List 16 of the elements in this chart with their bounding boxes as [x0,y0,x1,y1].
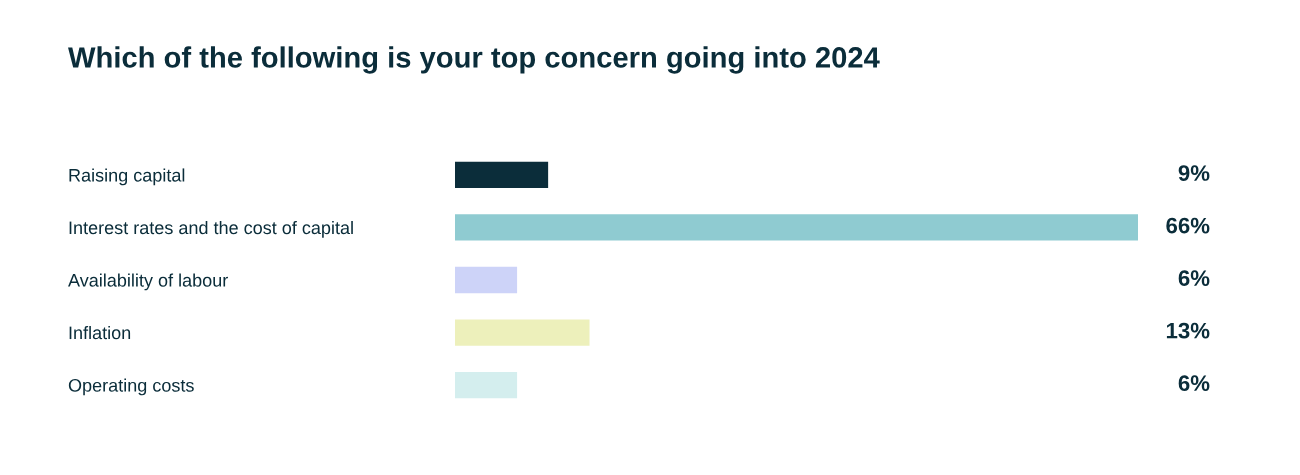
y-tick-label: Interest rates and the cost of capital [69,220,353,238]
bar [455,371,518,399]
y-tick-label: Raising capital [69,168,185,186]
bar [455,161,549,189]
y-tick-label: Availability of labour [68,273,228,291]
data-label: 6% [1178,375,1210,392]
y-tick-label: Operating costs [68,378,194,396]
y-tick-label: Inflation [69,325,131,340]
data-label: 6% [1178,270,1210,286]
data-label: 13% [1166,322,1210,339]
bar [455,214,1138,241]
chart-title: Which of the following is your top concern going into 2024 [68,46,880,74]
bar [455,266,518,294]
bar [455,319,590,346]
data-label: 66% [1166,217,1210,234]
data-label: 9% [1178,165,1210,181]
